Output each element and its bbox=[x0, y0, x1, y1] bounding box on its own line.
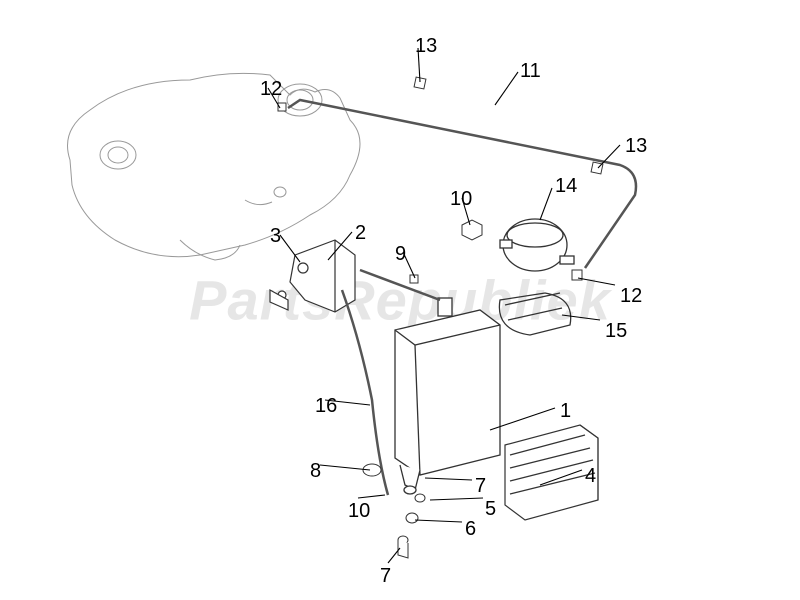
callout-number: 8 bbox=[310, 460, 321, 483]
callout-number: 3 bbox=[270, 225, 281, 248]
callout-number: 10 bbox=[348, 500, 370, 523]
callout-number: 5 bbox=[485, 498, 496, 521]
callout-number: 14 bbox=[555, 175, 577, 198]
callout-number: 6 bbox=[465, 518, 476, 541]
callout-number: 16 bbox=[315, 395, 337, 418]
callout-number: 10 bbox=[450, 188, 472, 211]
callout-number: 7 bbox=[475, 475, 486, 498]
callout-number: 2 bbox=[355, 222, 366, 245]
callout-number: 13 bbox=[415, 35, 437, 58]
callout-number: 7 bbox=[380, 565, 391, 588]
callout-number: 12 bbox=[620, 285, 642, 308]
callout-number: 4 bbox=[585, 465, 596, 488]
callout-number: 1 bbox=[560, 400, 571, 423]
diagram-svg bbox=[0, 0, 800, 600]
callout-number: 13 bbox=[625, 135, 647, 158]
callout-number: 9 bbox=[395, 243, 406, 266]
callout-number: 15 bbox=[605, 320, 627, 343]
callout-number: 12 bbox=[260, 78, 282, 101]
callout-number: 11 bbox=[520, 60, 541, 83]
